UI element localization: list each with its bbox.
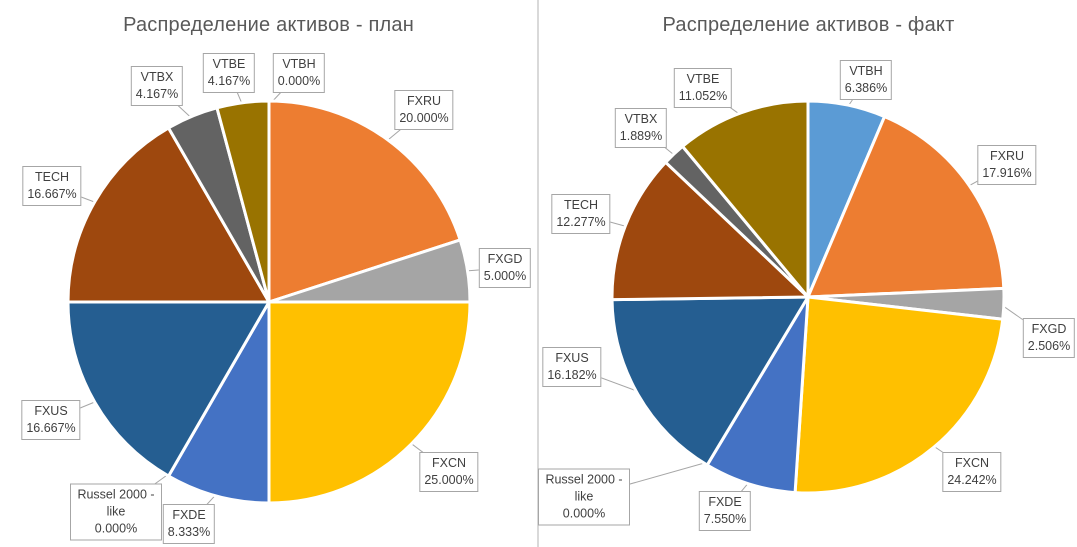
chart-title: Распределение активов - план [123,14,414,36]
data-label-name: FXGD [1031,322,1067,336]
data-label-name: FXRU [989,149,1025,163]
data-label-value: 5.000% [483,269,527,283]
data-label-tech: TECH 12.277% [551,194,611,234]
data-label-tech: TECH 16.667% [22,166,82,206]
data-label-value: 16.182% [547,368,597,382]
data-label-russel-2000-like: Russel 2000 - like 0.000% [70,483,162,541]
data-label-value: 8.333% [167,525,211,539]
data-label-vtbx: VTBX 4.167% [130,66,184,106]
chart-plan: Распределение активов - план FXRU 20.000%… [0,0,537,547]
data-label-name: Russel 2000 - like [77,487,155,519]
data-label-name: FXUS [34,404,68,418]
pie-chart-fact [571,79,1050,512]
data-label-name: VTBE [686,72,720,86]
data-label-value: 6.386% [844,81,888,95]
data-label-value: 7.550% [703,512,747,526]
pie-slice-fxcn [267,300,472,505]
data-label-name: VTBE [212,57,246,71]
data-label-name: FXUS [555,351,589,365]
data-label-vtbh: VTBH 6.386% [839,60,893,100]
data-label-value: 0.000% [562,506,606,521]
data-label-vtbe: VTBE 11.052% [673,68,733,108]
data-label-name: FXRU [406,94,442,108]
data-label-fxgd: FXGD 2.506% [1022,318,1076,358]
pie-slice-fxru [267,99,462,304]
data-label-fxcn: FXCN 24.242% [942,452,1002,492]
data-label-value: 4.167% [135,87,179,101]
data-label-name: Russel 2000 - like [545,472,623,504]
data-label-value: 11.052% [678,89,728,103]
data-label-name: TECH [563,198,599,212]
data-label-name: FXDE [708,495,742,509]
pie-slice-fxcn [793,295,1005,495]
data-label-value: 0.000% [277,74,321,88]
data-label-name: FXGD [487,252,523,266]
data-label-value: 1.889% [619,129,663,143]
data-label-value: 20.000% [399,111,449,125]
data-label-name: VTBH [849,64,883,78]
data-label-name: FXCN [954,456,990,470]
data-label-russel-2000-like: Russel 2000 - like 0.000% [538,468,630,526]
pie-slice-vtbe [215,99,271,304]
data-label-vtbh: VTBH 0.000% [272,53,326,93]
data-label-vtbx: VTBX 1.889% [614,108,668,148]
data-label-name: TECH [34,170,70,184]
pie-chart-plan [50,72,506,525]
data-label-name: VTBX [140,70,174,84]
data-label-value: 2.506% [1027,339,1071,353]
data-label-fxde: FXDE 7.550% [698,491,752,531]
chart-title: Распределение активов - факт [662,14,955,36]
data-label-value: 4.167% [207,74,251,88]
data-label-value: 12.277% [556,215,606,229]
data-label-value: 16.667% [27,187,77,201]
data-label-value: 24.242% [947,473,997,487]
pie-slice-fxus [66,300,271,478]
data-label-fxus: FXUS 16.182% [542,347,602,387]
data-label-vtbe: VTBE 4.167% [202,53,256,93]
data-label-name: FXCN [431,456,467,470]
pie-slice-fxru [806,115,1006,299]
data-label-fxru: FXRU 20.000% [394,90,454,130]
data-label-fxgd: FXGD 5.000% [478,248,532,288]
data-label-fxcn: FXCN 25.000% [419,452,479,492]
pie-slice-tech [66,126,271,304]
pie-slice-fxde [167,300,271,505]
data-label-value: 17.916% [982,166,1032,180]
data-label-fxru: FXRU 17.916% [977,145,1037,185]
chart-fact: Распределение активов - факт VTBH 6.386% F… [538,0,1077,547]
data-label-name: VTBX [624,112,658,126]
data-label-value: 16.667% [26,421,76,435]
data-label-value: 25.000% [424,473,474,487]
pie-slice-vtbe [681,99,810,299]
data-label-name: FXDE [172,508,206,522]
data-label-fxus: FXUS 16.667% [21,400,81,440]
pie-slice-fxus [610,295,810,467]
pie-slice-tech [610,160,810,302]
data-label-value: 0.000% [94,521,138,536]
data-label-fxde: FXDE 8.333% [162,504,216,544]
divider [537,0,539,547]
data-label-name: VTBH [282,57,316,71]
